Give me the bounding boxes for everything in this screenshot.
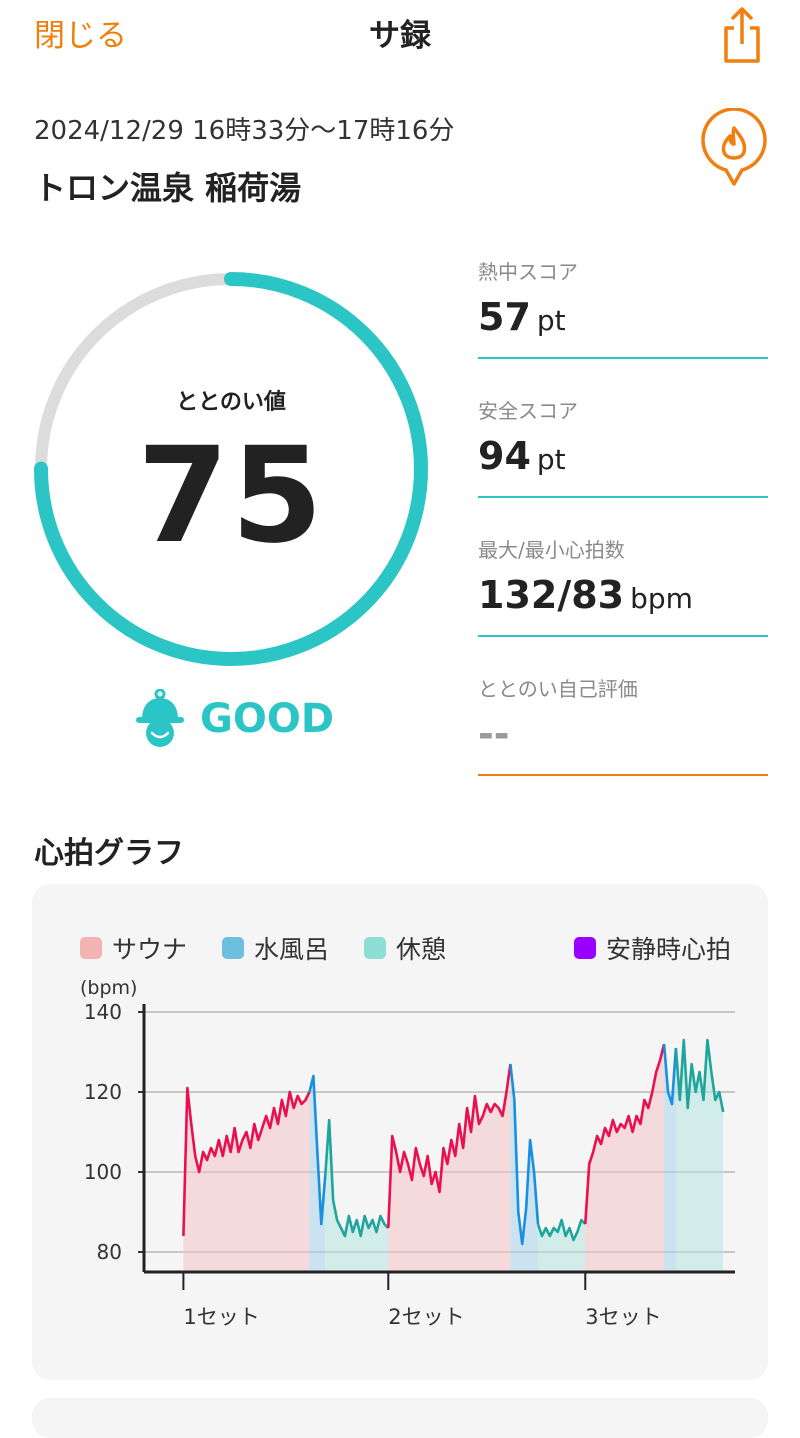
y-tick-label: 80 [97, 1240, 122, 1264]
totonoi-gauge [30, 268, 432, 670]
heart-rate-line [583, 1043, 666, 1225]
phase-area [183, 1088, 310, 1272]
legend-resting-hr: 安静時心拍 [574, 930, 731, 966]
heat-score-label: 熱中スコア [478, 260, 578, 284]
heart-rate-line [674, 1038, 725, 1113]
legend-rest-swatch [364, 937, 386, 959]
heat-score-value: 57 [478, 295, 531, 339]
legend-cold-bath: 水風呂 [222, 930, 329, 966]
divider [478, 635, 768, 637]
legend-rest: 休憩 [364, 930, 446, 966]
grade-label: GOOD [200, 696, 335, 742]
legend-sauna-label: サウナ [112, 935, 188, 964]
phase-area [510, 1064, 538, 1272]
safety-score-label: 安全スコア [478, 399, 578, 423]
x-tick-label: 1セット [183, 1305, 259, 1329]
legend-resting-hr-swatch [574, 937, 596, 959]
phase-area [538, 1220, 586, 1272]
safety-score: 安全スコア 94 pt [478, 395, 768, 498]
heart-rate-line [182, 1086, 311, 1237]
facility-name: トロン温泉 稲荷湯 [34, 169, 302, 207]
phase-area [675, 1040, 724, 1272]
divider [478, 774, 768, 776]
heart-rate-label: 最大/最小心拍数 [478, 538, 625, 562]
heart-rate-line [509, 1063, 540, 1246]
legend-cold-bath-label: 水風呂 [254, 935, 330, 964]
close-button[interactable]: 閉じる [34, 18, 127, 54]
heart-rate-value: 132/83 [478, 573, 625, 617]
y-tick-label: 140 [84, 1000, 122, 1024]
legend-cold-bath-swatch [222, 937, 244, 959]
legend-rest-label: 休憩 [396, 935, 447, 964]
session-time-range: 2024/12/29 16時33分〜17時16分 [34, 116, 455, 146]
safety-score-unit: pt [536, 443, 566, 476]
y-axis-unit: (bpm) [80, 977, 137, 999]
legend-sauna: サウナ [80, 930, 187, 966]
self-evaluation[interactable]: ととのい自己評価 -- [478, 673, 768, 776]
divider [478, 496, 768, 498]
fire-pin-icon[interactable] [698, 107, 770, 188]
self-evaluation-label: ととのい自己評価 [478, 677, 638, 701]
y-tick-label: 100 [84, 1160, 122, 1184]
heart-rate-line [662, 1043, 678, 1106]
next-card [32, 1398, 768, 1438]
heart-rate-chart: (bpm) 140 120 100 80 1セット 2セット 3セット [80, 977, 735, 1329]
phase-area [585, 1044, 665, 1272]
x-tick-label: 3セット [585, 1305, 661, 1329]
heart-rate-line [386, 1063, 512, 1229]
gauge-value: 75 [137, 419, 325, 573]
legend-resting-hr-label: 安静時心拍 [606, 935, 732, 964]
phase-area [388, 1064, 511, 1272]
share-icon[interactable] [716, 6, 768, 66]
x-tick-label: 2セット [388, 1305, 464, 1329]
heart-rate-line [308, 1074, 327, 1226]
legend-sauna-swatch [80, 937, 102, 959]
gauge-label: ととのい値 [176, 390, 286, 415]
phase-area [325, 1120, 389, 1272]
graph-title: 心拍グラフ [34, 836, 184, 871]
heat-score: 熱中スコア 57 pt [478, 256, 768, 359]
gauge-progress-arc [34, 272, 428, 666]
heart-rate-line [323, 1118, 390, 1238]
divider [478, 357, 768, 359]
heart-rate-range: 最大/最小心拍数 132/83 bpm [478, 534, 768, 637]
safety-score-value: 94 [478, 434, 531, 478]
page-title: サ録 [369, 18, 431, 54]
heart-rate-line [536, 1218, 587, 1242]
heat-score-unit: pt [536, 304, 566, 337]
y-tick-label: 120 [84, 1080, 122, 1104]
heart-rate-unit: bpm [630, 582, 693, 615]
bell-mascot-icon [134, 688, 186, 749]
self-evaluation-value: -- [478, 712, 510, 756]
